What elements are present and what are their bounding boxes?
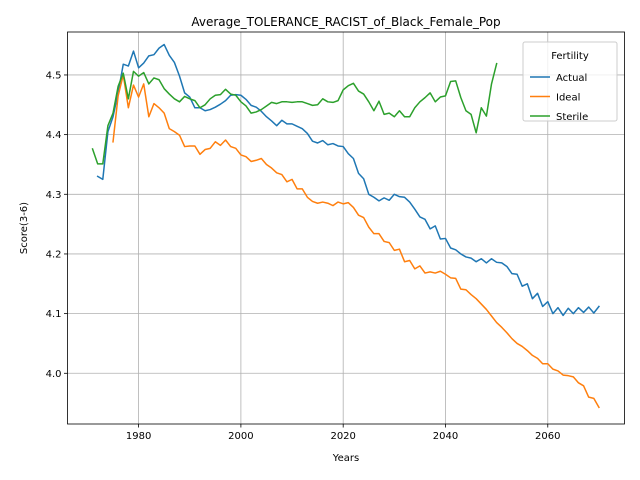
x-tick-label: 2020: [330, 431, 355, 442]
series-lines: [91, 43, 600, 409]
legend: Fertility Actual Ideal Sterile: [522, 41, 618, 123]
series-line-actual: [96, 43, 600, 317]
x-tick-label: 2000: [228, 431, 253, 442]
series-line-ideal: [112, 74, 600, 409]
x-tick-label: 1980: [126, 431, 151, 442]
y-tick-label: 4.4: [46, 130, 62, 141]
legend-label-sterile: Sterile: [556, 112, 588, 123]
y-tick-label: 4.3: [46, 190, 62, 201]
plot-frame: [67, 31, 625, 425]
legend-title: Fertility: [551, 51, 589, 62]
y-axis-label: Score(3-6): [19, 202, 30, 254]
y-tick-label: 4.2: [46, 249, 62, 260]
x-tick-label: 2040: [433, 431, 458, 442]
y-tick-label: 4.1: [46, 309, 62, 320]
y-axis-ticks: 4.0 4.1 4.2 4.3 4.4 4.5: [46, 70, 68, 380]
legend-entries: Actual Ideal Sterile: [530, 73, 588, 123]
series-line-sterile: [91, 62, 498, 165]
legend-label-ideal: Ideal: [556, 93, 580, 104]
legend-label-actual: Actual: [556, 73, 587, 84]
y-tick-label: 4.0: [46, 369, 62, 380]
y-tick-label: 4.5: [46, 70, 62, 81]
legend-box: [522, 41, 618, 122]
x-axis-ticks: 1980 2000 2020 2040 2060: [126, 424, 561, 442]
x-tick-label: 2060: [535, 431, 560, 442]
x-axis-label: Years: [332, 453, 359, 464]
chart-title: Average_TOLERANCE_RACIST_of_Black_Female…: [191, 15, 500, 29]
